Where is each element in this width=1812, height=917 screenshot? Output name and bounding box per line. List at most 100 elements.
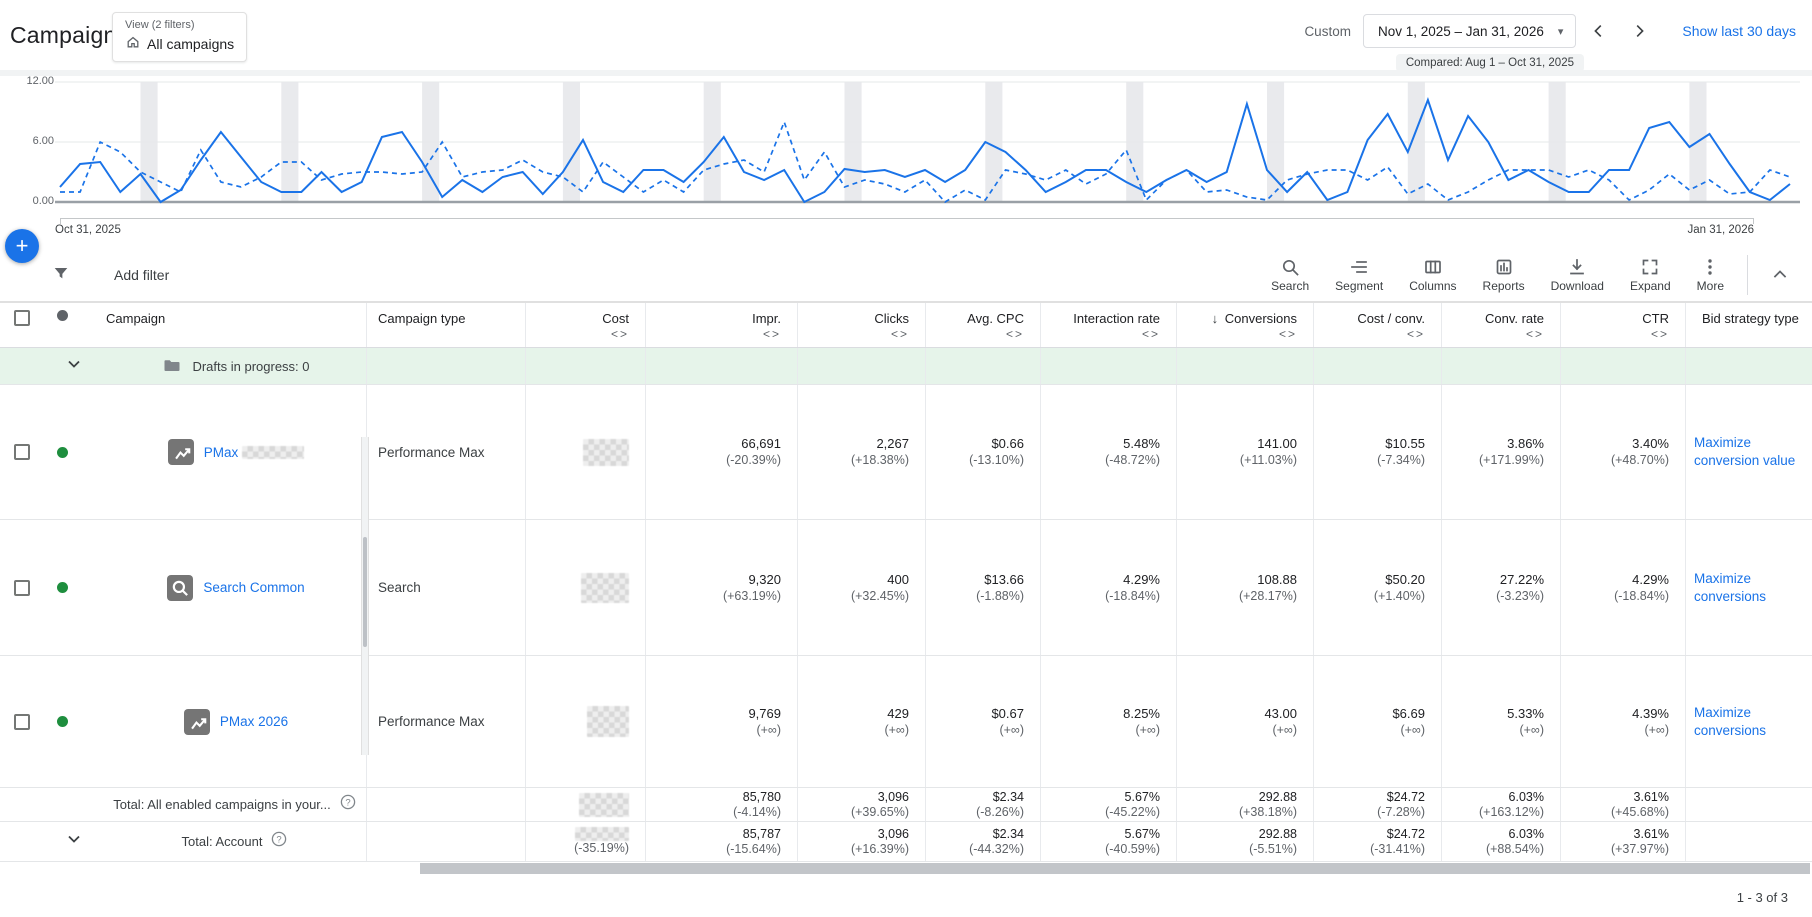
- home-icon: [125, 34, 141, 53]
- conv_rate-cell: 5.33% (+∞): [1441, 656, 1560, 787]
- status-enabled-dot[interactable]: [57, 582, 68, 593]
- campaign-name-link[interactable]: PMax 2026: [219, 714, 289, 729]
- redacted-value: [583, 438, 629, 466]
- campaign-name-link[interactable]: PMax: [204, 445, 305, 460]
- toolbar-search-label: Search: [1271, 279, 1310, 293]
- campaign-name-link[interactable]: Search Common: [203, 580, 305, 595]
- cpc-total-cell: $2.34 (-8.26%): [925, 788, 1040, 821]
- conv_rate-cell: 27.22% (-3.23%): [1441, 520, 1560, 655]
- horizontal-scrollbar-thumb[interactable]: [420, 863, 1810, 874]
- performance-chart: 12.00 6.00 0.00: [0, 75, 1812, 210]
- impr-total-cell: 85,787 (-15.64%): [645, 822, 797, 861]
- help-icon[interactable]: ?: [339, 793, 359, 816]
- toolbar-search-button[interactable]: Search: [1258, 257, 1322, 293]
- campaign-row: PMax 2026 Performance Max 9,769 (+∞) 429 (+∞)…: [0, 656, 1812, 788]
- interaction-total-cell: 5.67% (-40.59%): [1040, 822, 1176, 861]
- row-checkbox[interactable]: [14, 713, 30, 730]
- conv_rate-total-cell: 6.03% (+88.54%): [1441, 822, 1560, 861]
- column-header-interaction[interactable]: Interaction rate <>: [1040, 303, 1176, 347]
- column-header-impr[interactable]: Impr. <>: [645, 303, 797, 347]
- campaign-type-badge: [167, 574, 194, 601]
- next-period-button[interactable]: [1622, 14, 1656, 48]
- collapse-table-button[interactable]: [1758, 264, 1802, 287]
- toolbar-more-label: More: [1696, 279, 1724, 293]
- campaign-type-cell: Search: [366, 520, 525, 655]
- column-header-clicks[interactable]: Clicks <>: [797, 303, 925, 347]
- toolbar-expand-button[interactable]: Expand: [1617, 257, 1684, 293]
- column-header-campaign[interactable]: Campaign: [106, 311, 166, 326]
- campaign-type-cell: Performance Max: [366, 385, 525, 519]
- ctr-total-cell: 3.61% (+45.68%): [1560, 788, 1685, 821]
- column-header-type[interactable]: Campaign type: [366, 303, 525, 347]
- show-last-30-days-link[interactable]: Show last 30 days: [1682, 23, 1796, 39]
- cost-cell: [525, 520, 645, 655]
- add-campaign-fab[interactable]: +: [5, 229, 39, 263]
- compare-periods-indicator[interactable]: <>: [762, 327, 781, 341]
- bid-strategy-link[interactable]: Maximize conversion value: [1694, 435, 1796, 468]
- row-checkbox[interactable]: [14, 444, 30, 460]
- cost-cell: [525, 385, 645, 519]
- search-icon: [1283, 259, 1299, 276]
- compare-periods-indicator[interactable]: <>: [1141, 327, 1160, 341]
- campaigns-table: Campaign Campaign type Cost <> Impr. <> Clicks…: [0, 302, 1812, 862]
- toolbar-columns-button[interactable]: Columns: [1396, 257, 1469, 293]
- more-icon: [1708, 259, 1713, 275]
- add-filter-button[interactable]: Add filter: [52, 264, 169, 285]
- section-divider: [0, 70, 1812, 76]
- ctr-total-cell: 3.61% (+37.97%): [1560, 822, 1685, 861]
- date-range-dropdown[interactable]: Nov 1, 2025 – Jan 31, 2026 ▾: [1362, 14, 1577, 48]
- column-header-cpc[interactable]: Avg. CPC <>: [925, 303, 1040, 347]
- y-axis-tick: 12.00: [26, 75, 54, 87]
- drafts-row[interactable]: Drafts in progress: 0: [0, 348, 1812, 385]
- chevron-left-icon: [1594, 25, 1602, 37]
- cost_conv-cell: $6.69 (+∞): [1313, 656, 1441, 787]
- toolbar-reports-button[interactable]: Reports: [1470, 257, 1538, 293]
- toolbar-expand-label: Expand: [1629, 279, 1671, 293]
- toolbar-segment-label: Segment: [1335, 279, 1384, 293]
- toolbar-download-button[interactable]: Download: [1538, 257, 1617, 293]
- interaction-total-cell: 5.67% (-45.22%): [1040, 788, 1176, 821]
- status-enabled-dot[interactable]: [57, 446, 68, 458]
- column-header-bid[interactable]: Bid strategy type: [1685, 303, 1812, 347]
- compare-periods-indicator[interactable]: <>: [1406, 327, 1425, 341]
- compare-periods-indicator[interactable]: <>: [1278, 327, 1297, 341]
- cost_conv-cell: $10.55 (-7.34%): [1313, 385, 1441, 519]
- reports-icon: [1496, 259, 1511, 275]
- compare-periods-indicator[interactable]: <>: [1650, 327, 1669, 341]
- cost_conv-total-cell: $24.72 (-31.41%): [1313, 822, 1441, 861]
- expand-total-button[interactable]: [64, 829, 84, 854]
- row-checkbox[interactable]: [14, 579, 30, 596]
- expand-icon: [1642, 259, 1658, 275]
- compare-periods-indicator[interactable]: <>: [890, 327, 909, 341]
- column-header-conv_rate[interactable]: Conv. rate <>: [1441, 303, 1560, 347]
- bid-strategy-link[interactable]: Maximize conversions: [1694, 570, 1767, 604]
- chevron-down-icon: [68, 835, 80, 843]
- date-range-value: Nov 1, 2025 – Jan 31, 2026: [1377, 23, 1544, 39]
- clicks-cell: 400 (+32.45%): [797, 520, 925, 655]
- previous-period-button[interactable]: [1582, 14, 1616, 48]
- toolbar-more-button[interactable]: More: [1684, 257, 1737, 293]
- bid-strategy-link[interactable]: Maximize conversions: [1694, 704, 1767, 738]
- help-icon: ?: [272, 831, 287, 847]
- folder-icon: [164, 360, 180, 371]
- compare-periods-indicator[interactable]: <>: [1005, 327, 1024, 341]
- segment-icon: [1351, 261, 1368, 273]
- redacted-value: [579, 792, 629, 817]
- compare-periods-indicator[interactable]: <>: [1525, 327, 1544, 341]
- column-header-cost[interactable]: Cost <>: [525, 303, 645, 347]
- x-axis-end-label: Jan 31, 2026: [1687, 224, 1754, 236]
- status-enabled-dot[interactable]: [57, 716, 68, 727]
- compare-periods-indicator[interactable]: <>: [610, 327, 629, 341]
- help-icon: ?: [340, 794, 356, 810]
- column-header-ctr[interactable]: CTR <>: [1560, 303, 1685, 347]
- help-icon[interactable]: ?: [270, 830, 290, 853]
- expand-drafts-button[interactable]: [64, 354, 84, 379]
- view-filter-value: All campaigns: [147, 35, 235, 52]
- view-filter-chip[interactable]: View (2 filters) All campaigns: [112, 12, 248, 62]
- toolbar-segment-button[interactable]: Segment: [1322, 257, 1396, 293]
- column-header-cost_conv[interactable]: Cost / conv. <>: [1313, 303, 1441, 347]
- select-all-checkbox[interactable]: [14, 310, 30, 326]
- x-axis-domain-line: [60, 218, 1754, 224]
- column-header-conversions[interactable]: ↓ Conversions <>: [1176, 303, 1313, 347]
- table-vertical-scrollbar[interactable]: [361, 437, 369, 755]
